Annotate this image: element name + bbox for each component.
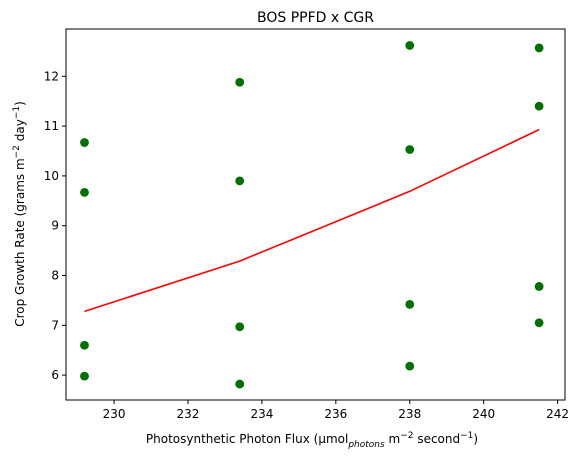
- x-tick-label: 234: [250, 407, 273, 421]
- y-tick-label: 12: [44, 69, 59, 83]
- x-tick-label: 238: [398, 407, 421, 421]
- data-point: [235, 322, 245, 332]
- chart-title: BOS PPFD x CGR: [257, 10, 374, 26]
- data-point: [80, 371, 89, 381]
- x-tick-label: 230: [103, 407, 126, 421]
- data-point: [534, 43, 544, 53]
- data-point: [534, 282, 544, 291]
- data-point: [80, 340, 89, 350]
- y-tick-label: 8: [51, 269, 59, 283]
- data-point: [534, 101, 544, 111]
- trend-line-series: [84, 128, 540, 313]
- x-tick-label: 232: [177, 407, 200, 421]
- x-axis: 230 232 234 236 238 240 242: [103, 400, 569, 421]
- y-axis: 6 7 8 9 10 11 12: [44, 69, 66, 382]
- x-axis-label: Photosynthetic Photon Flux (µmolphotons …: [146, 431, 478, 450]
- trend-line: [84, 128, 540, 313]
- y-tick-label: 10: [44, 169, 59, 183]
- data-point: [405, 41, 415, 50]
- x-tick-label: 240: [472, 407, 495, 421]
- data-point: [405, 145, 415, 154]
- plot-frame: [65, 28, 566, 401]
- x-tick-label: 242: [546, 407, 569, 421]
- y-tick-label: 6: [51, 368, 59, 382]
- data-point: [405, 361, 415, 371]
- data-point: [235, 379, 245, 389]
- data-point: [80, 187, 89, 197]
- data-point: [534, 318, 544, 328]
- y-tick-label: 11: [44, 119, 59, 133]
- y-tick-label: 7: [51, 318, 59, 332]
- x-tick-label: 236: [324, 407, 347, 421]
- scatter-series: [80, 41, 544, 389]
- data-point: [235, 176, 245, 186]
- data-point: [235, 77, 245, 87]
- y-tick-label: 9: [51, 219, 59, 233]
- data-point: [405, 299, 415, 309]
- y-axis-label: Crop Growth Rate (grams m−2 day−1): [12, 101, 27, 327]
- data-point: [80, 138, 89, 147]
